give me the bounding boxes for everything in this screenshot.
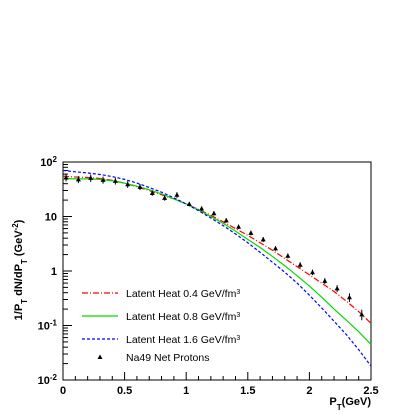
data-point <box>248 230 254 236</box>
data-point <box>186 201 192 207</box>
data-point <box>149 190 155 196</box>
y-tick-label: 10-1 <box>38 318 58 333</box>
data-point <box>112 177 118 185</box>
data-point <box>236 224 242 229</box>
data-point <box>223 217 229 223</box>
y-axis-label: 1/PT dN/dPT (GeV-2) <box>11 219 29 320</box>
legend-label-1: Latent Heat 0.4 GeV/fm3 <box>126 288 240 300</box>
x-tick-label: 1.5 <box>240 385 255 397</box>
y-tick-label: 10-2 <box>38 373 58 388</box>
x-axis-label: PT(GeV) <box>329 396 371 412</box>
y-tick-label: 1 <box>51 266 57 278</box>
y-tick-label: 102 <box>40 155 57 170</box>
series-line-1 <box>62 175 372 324</box>
data-point <box>88 174 94 182</box>
axis-ticks: 0 0.5 1 1.5 2 2.5 10-2 10-1 1 10 102 <box>38 155 379 398</box>
series-line-3 <box>62 169 372 367</box>
data-points <box>63 174 365 321</box>
data-point <box>137 183 143 191</box>
data-point <box>211 210 217 216</box>
plot-frame <box>62 161 372 381</box>
legend-marker <box>97 354 103 359</box>
data-point <box>309 269 315 276</box>
data-point <box>63 174 69 182</box>
y-tick-label: 10 <box>45 212 57 224</box>
data-point <box>273 245 279 251</box>
data-point <box>75 176 81 184</box>
data-point <box>260 236 266 243</box>
x-tick-label: 0.5 <box>117 385 132 397</box>
data-point <box>334 285 340 293</box>
data-point <box>359 309 365 321</box>
data-point <box>199 206 205 211</box>
data-point <box>346 293 352 302</box>
x-tick-label: 2.5 <box>363 385 378 397</box>
x-tick-label: 1 <box>183 385 189 397</box>
data-point <box>162 195 168 201</box>
data-point <box>125 181 131 188</box>
x-tick-label: 2 <box>306 385 312 397</box>
data-point <box>174 192 180 198</box>
legend: Latent Heat 0.4 GeV/fm3 Latent Heat 0.8 G… <box>82 288 240 364</box>
data-point <box>322 278 328 284</box>
data-point <box>100 176 106 184</box>
x-tick-label: 0 <box>60 385 66 397</box>
legend-label-markers: Na49 Net Protons <box>126 352 209 364</box>
legend-label-2: Latent Heat 0.8 GeV/fm3 <box>126 311 240 323</box>
data-point <box>297 262 303 268</box>
legend-label-3: Latent Heat 1.6 GeV/fm3 <box>126 334 240 346</box>
data-point <box>285 253 291 259</box>
